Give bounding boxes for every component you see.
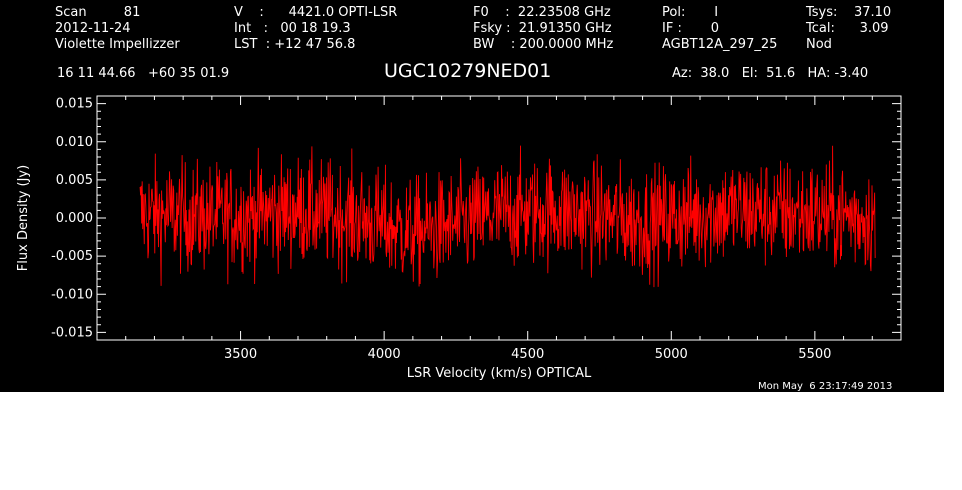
scan-number: Scan 81 (55, 5, 141, 20)
y-tick-label: 0.005 (56, 173, 93, 188)
procedure: Nod (806, 37, 832, 52)
tcal: Tcal: 3.09 (806, 21, 889, 36)
y-axis-label: Flux Density (Jy) (16, 165, 31, 271)
bandwidth: BW : 200.0000 MHz (473, 37, 614, 52)
project-id: AGBT12A_297_25 (662, 37, 778, 52)
y-tick-label: -0.005 (51, 249, 93, 264)
x-tick-label: 3500 (224, 347, 257, 362)
plot-timestamp: Mon May 6 23:17:49 2013 (758, 381, 893, 392)
observer-name: Violette Impellizzer (55, 37, 180, 52)
integration-time: Int : 00 18 19.3 (234, 21, 351, 36)
x-axis-label: LSR Velocity (km/s) OPTICAL (407, 366, 592, 381)
az-el-ha: Az: 38.0 El: 51.6 HA: -3.40 (672, 66, 869, 81)
y-tick-label: 0.010 (56, 135, 93, 150)
x-tick-label: 4500 (511, 347, 544, 362)
y-tick-label: -0.015 (51, 325, 93, 340)
spectrum-line (139, 145, 876, 288)
x-tick-label: 5500 (798, 347, 831, 362)
velocity-info: V : 4421.0 OPTI-LSR (234, 5, 398, 20)
x-tick-label: 5000 (655, 347, 688, 362)
rest-frequency: F0 : 22.23508 GHz (473, 5, 611, 20)
source-coordinates: 16 11 44.66 +60 35 01.9 (57, 66, 230, 81)
x-tick-label: 4000 (368, 347, 401, 362)
plot-panel: Scan 81 2012-11-24 Violette Impellizzer … (0, 0, 944, 392)
y-tick-label: 0.015 (56, 97, 93, 112)
polarization: Pol: I (662, 5, 719, 20)
y-tick-label: -0.010 (51, 287, 93, 302)
tsys: Tsys: 37.10 (806, 5, 892, 20)
lst-info: LST : +12 47 56.8 (234, 37, 356, 52)
sky-frequency: Fsky : 21.91350 GHz (473, 21, 612, 36)
spectrum-chart: 3500 4000 4500 5000 5500 -0.015 -0.010 -0.005 0.… (16, 95, 902, 381)
source-name: UGC10279NED01 (384, 60, 552, 82)
observation-date: 2012-11-24 (55, 21, 131, 36)
if-number: IF : 0 (662, 21, 720, 36)
y-tick-label: 0.000 (56, 211, 93, 226)
